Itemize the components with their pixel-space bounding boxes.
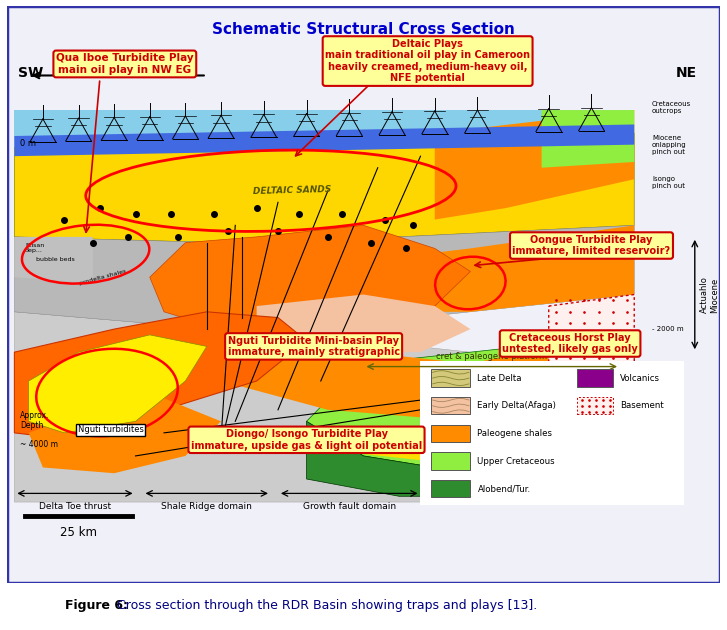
- FancyBboxPatch shape: [420, 361, 684, 505]
- Text: Etisan
dep...: Etisan dep...: [25, 243, 44, 253]
- Text: ~ 4000 m: ~ 4000 m: [20, 440, 58, 449]
- Text: Actuahlo
Miocene: Actuahlo Miocene: [700, 276, 719, 313]
- Text: Cross section through the RDR Basin showing traps and plays [13].: Cross section through the RDR Basin show…: [113, 599, 537, 612]
- FancyBboxPatch shape: [577, 397, 613, 415]
- Polygon shape: [28, 335, 206, 433]
- Text: Early Delta(Afaga): Early Delta(Afaga): [478, 401, 556, 410]
- Text: Qua Iboe Turbidite Play
main oil play in NW EG: Qua Iboe Turbidite Play main oil play in…: [56, 53, 193, 75]
- FancyBboxPatch shape: [7, 6, 720, 583]
- Text: 0 m: 0 m: [20, 139, 36, 148]
- FancyBboxPatch shape: [577, 369, 613, 387]
- Polygon shape: [307, 341, 634, 467]
- FancyBboxPatch shape: [431, 480, 470, 498]
- Text: Alobend/Tur.: Alobend/Tur.: [478, 484, 531, 493]
- Text: Nguti turbidites: Nguti turbidites: [78, 425, 143, 435]
- Text: Miocene
onlapping
pinch out: Miocene onlapping pinch out: [652, 135, 687, 154]
- Text: SW: SW: [18, 66, 43, 79]
- Text: Paleogene shales: Paleogene shales: [478, 429, 553, 438]
- Text: cret & paleogene platform: cret & paleogene platform: [436, 352, 547, 361]
- Text: Growth fault domain: Growth fault domain: [302, 502, 395, 511]
- FancyBboxPatch shape: [431, 397, 470, 415]
- Text: Nguti Turbidite Mini-basin Play
immature, mainly stratigraphic: Nguti Turbidite Mini-basin Play immature…: [228, 336, 400, 357]
- FancyBboxPatch shape: [431, 452, 470, 470]
- Text: prodelta shales: prodelta shales: [79, 268, 126, 286]
- Polygon shape: [28, 398, 221, 473]
- Text: Figure 6:: Figure 6:: [65, 599, 129, 612]
- Polygon shape: [257, 294, 470, 352]
- Text: Delta Toe thrust: Delta Toe thrust: [39, 502, 111, 511]
- Text: Schematic Structural Cross Section: Schematic Structural Cross Section: [212, 22, 515, 37]
- Polygon shape: [549, 294, 634, 467]
- Polygon shape: [15, 125, 634, 156]
- Text: Upper Cretaceous: Upper Cretaceous: [478, 457, 555, 466]
- Polygon shape: [328, 226, 634, 312]
- FancyBboxPatch shape: [431, 369, 470, 387]
- Polygon shape: [15, 226, 634, 329]
- Polygon shape: [435, 110, 634, 220]
- Text: Isongo
pinch out: Isongo pinch out: [652, 176, 685, 188]
- Polygon shape: [15, 312, 307, 438]
- Text: NE: NE: [676, 66, 697, 79]
- Text: Approx.: Approx.: [20, 411, 49, 420]
- Text: DELTAIC SANDS: DELTAIC SANDS: [253, 185, 332, 197]
- Polygon shape: [307, 421, 634, 496]
- Polygon shape: [542, 110, 634, 168]
- Text: Deltaic Plays
main traditional oil play in Cameroon
heavily creamed, medium-heav: Deltaic Plays main traditional oil play …: [325, 38, 530, 83]
- Polygon shape: [150, 226, 470, 335]
- Text: Volcanics: Volcanics: [620, 374, 660, 382]
- Text: Basement: Basement: [620, 401, 664, 410]
- Text: Diongo/ Isongo Turbidite Play
immature, upside gas & light oil potential: Diongo/ Isongo Turbidite Play immature, …: [191, 429, 422, 450]
- Polygon shape: [15, 312, 634, 502]
- Text: Cretaceous Horst Play
untested, likely gas only: Cretaceous Horst Play untested, likely g…: [502, 333, 638, 354]
- FancyBboxPatch shape: [431, 425, 470, 442]
- Polygon shape: [15, 237, 93, 283]
- Text: Depth: Depth: [20, 421, 44, 430]
- Polygon shape: [328, 410, 634, 462]
- Text: Cretaceous
outcrops: Cretaceous outcrops: [652, 101, 691, 113]
- Text: 25 km: 25 km: [60, 526, 97, 539]
- Text: Oongue Turbidite Play
immature, limited reservoir?: Oongue Turbidite Play immature, limited …: [513, 235, 670, 256]
- Text: Shale Ridge domain: Shale Ridge domain: [161, 502, 252, 511]
- Polygon shape: [15, 110, 634, 151]
- Polygon shape: [221, 329, 577, 421]
- Text: Late Delta: Late Delta: [478, 374, 522, 382]
- Polygon shape: [15, 133, 634, 243]
- Text: bubble beds: bubble beds: [36, 258, 75, 263]
- Text: - 2000 m: - 2000 m: [652, 326, 683, 332]
